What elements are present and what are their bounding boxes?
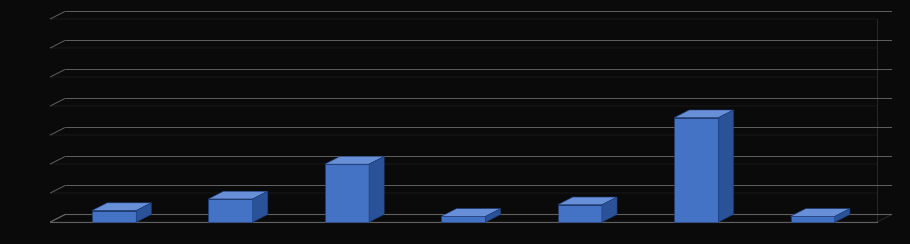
Polygon shape: [674, 110, 733, 118]
Polygon shape: [136, 203, 151, 222]
Polygon shape: [208, 191, 268, 199]
Polygon shape: [369, 156, 384, 222]
Polygon shape: [791, 209, 850, 216]
Polygon shape: [791, 216, 834, 222]
Polygon shape: [441, 209, 500, 216]
Polygon shape: [674, 118, 718, 222]
Polygon shape: [441, 216, 485, 222]
Polygon shape: [485, 209, 501, 222]
Polygon shape: [602, 197, 617, 222]
Polygon shape: [558, 205, 602, 222]
Polygon shape: [834, 209, 850, 222]
Polygon shape: [208, 199, 253, 222]
Polygon shape: [253, 191, 268, 222]
Polygon shape: [325, 164, 369, 222]
Polygon shape: [92, 203, 151, 211]
Polygon shape: [718, 110, 733, 222]
Polygon shape: [558, 197, 617, 205]
Polygon shape: [325, 156, 384, 164]
Polygon shape: [92, 211, 136, 222]
